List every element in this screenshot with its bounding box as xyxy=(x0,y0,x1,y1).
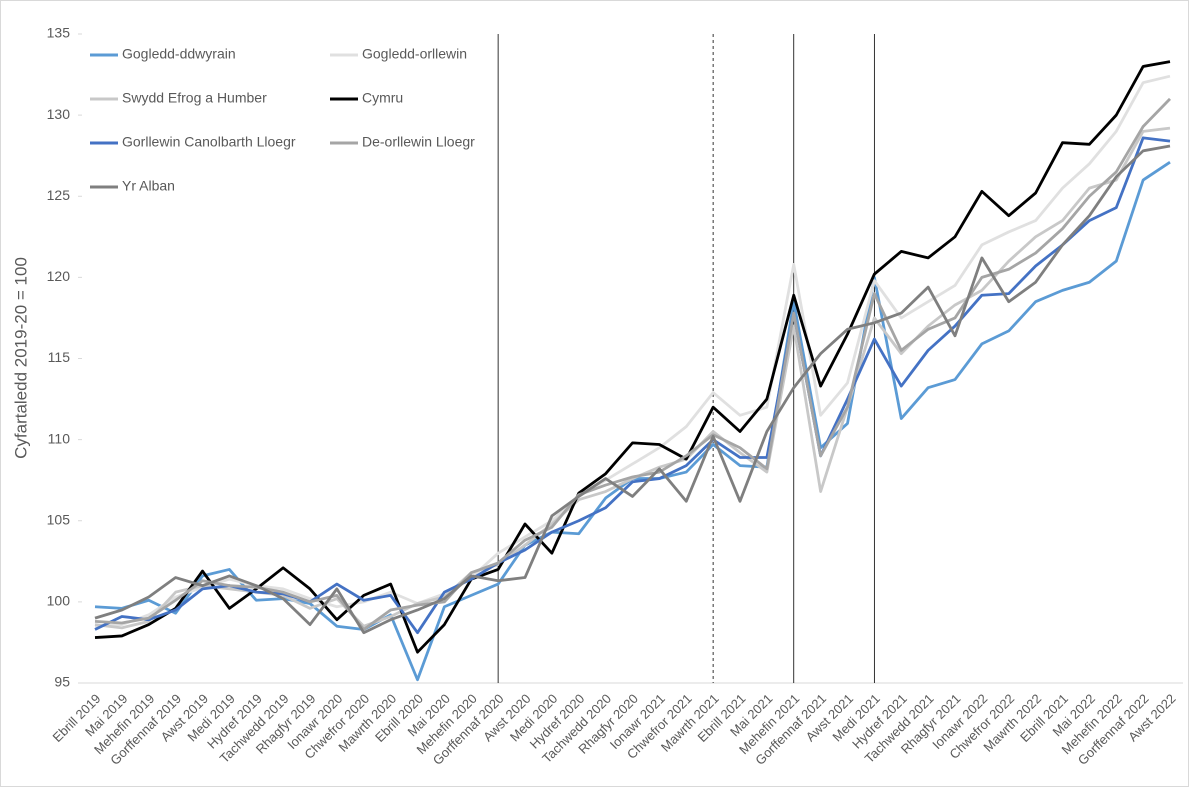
y-axis-label: Cyfartaledd 2019-20 = 100 xyxy=(11,257,30,459)
legend-label: Gorllewin Canolbarth Lloegr xyxy=(122,134,296,150)
line-series xyxy=(94,60,1171,654)
legend-label: Cymru xyxy=(362,90,403,106)
legend-label: Gogledd-ddwyrain xyxy=(122,46,236,62)
legend-label: De-orllewin Lloegr xyxy=(362,134,475,150)
y-tick-label: 130 xyxy=(47,106,71,122)
y-tick-label: 120 xyxy=(47,268,71,284)
legend-label: Gogledd-orllewin xyxy=(362,46,467,62)
legend-label: Swydd Efrog a Humber xyxy=(122,90,267,106)
y-tick-label: 125 xyxy=(47,187,71,203)
line-series xyxy=(94,74,1171,628)
y-tick-label: 115 xyxy=(48,349,71,365)
y-tick-label: 135 xyxy=(47,25,71,41)
y-tick-label: 110 xyxy=(48,430,71,446)
legend-label: Yr Alban xyxy=(122,178,175,194)
y-tick-label: 100 xyxy=(47,593,71,609)
y-tick-label: 95 xyxy=(54,674,70,690)
line-series xyxy=(94,144,1171,635)
y-tick-label: 105 xyxy=(47,511,71,527)
